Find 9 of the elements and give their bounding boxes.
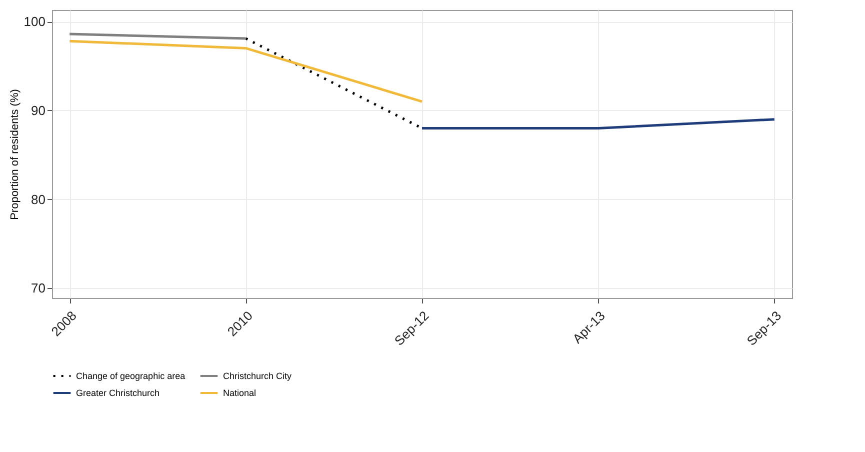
legend-label: Greater Christchurch [76, 388, 160, 398]
y-tick-label: 100 [24, 14, 46, 30]
legend-label: Christchurch City [223, 371, 292, 381]
y-tick-label: 90 [31, 102, 46, 118]
legend-label: National [223, 388, 256, 398]
y-axis-title: Proportion of residents (%) [8, 89, 21, 220]
y-tick-label: 70 [31, 280, 46, 296]
legend-label: Change of geographic area [76, 371, 186, 381]
y-tick-label: 80 [31, 192, 46, 207]
